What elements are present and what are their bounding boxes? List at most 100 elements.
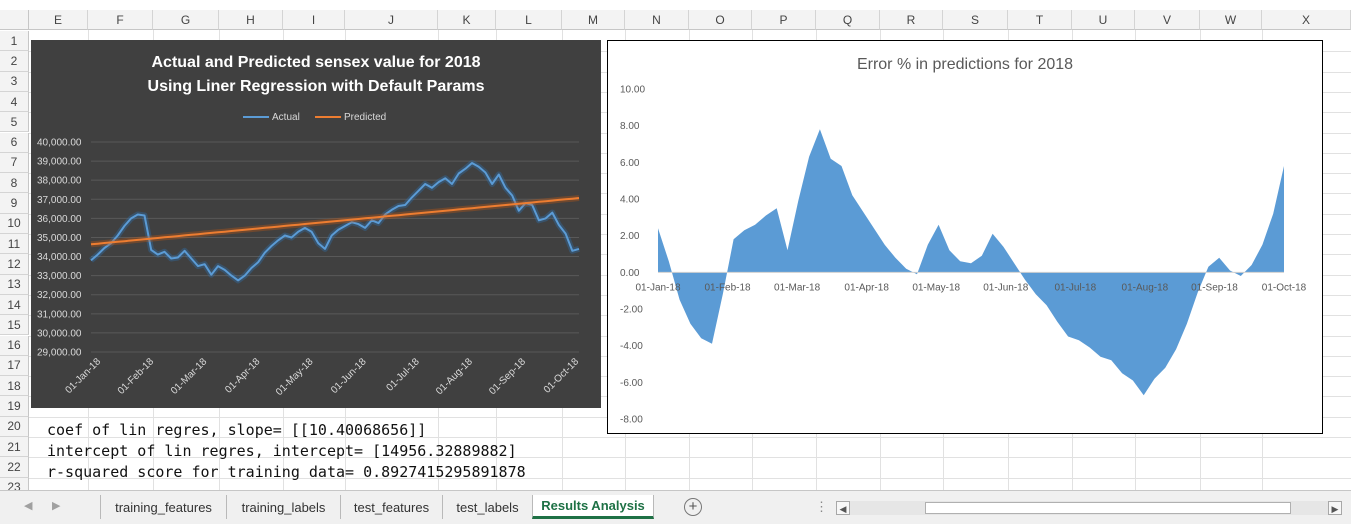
row-header-7[interactable]: 7 xyxy=(0,152,29,174)
row-header-12[interactable]: 12 xyxy=(0,254,29,275)
column-header-F[interactable]: F xyxy=(88,10,153,30)
splitter-dots-icon[interactable]: ⋮ xyxy=(815,499,828,514)
chart2-y-tick-label: 8.00 xyxy=(620,121,640,132)
column-header-W[interactable]: W xyxy=(1200,10,1262,30)
row-header-5[interactable]: 5 xyxy=(0,112,29,133)
legend-label-predicted: Predicted xyxy=(344,112,386,123)
column-header-X[interactable]: X xyxy=(1262,10,1351,30)
chart1-x-tick-label: 01-Feb-18 xyxy=(116,356,157,397)
column-header-U[interactable]: U xyxy=(1072,10,1135,30)
row-header-14[interactable]: 14 xyxy=(0,294,29,316)
column-header-O[interactable]: O xyxy=(689,10,752,30)
column-header-G[interactable]: G xyxy=(153,10,219,30)
scrollbar-thumb[interactable] xyxy=(925,502,1291,514)
chart2-y-tick-label: -4.00 xyxy=(620,341,643,352)
column-header-M[interactable]: M xyxy=(562,10,625,30)
next-sheet-icon[interactable]: ▶ xyxy=(52,500,61,512)
chart1-y-axis: 40,000.00 39,000.00 38,000.00 37,000.00 36,0… xyxy=(37,138,82,359)
add-sheet-icon[interactable]: + xyxy=(684,498,702,516)
actual-vs-predicted-svg: Actual and Predicted sensex value for 20… xyxy=(37,54,582,398)
row-header-2[interactable]: 2 xyxy=(0,51,29,72)
chart2-x-tick-label: 01-Mar-18 xyxy=(774,282,821,293)
row-gridline xyxy=(29,437,1351,438)
chart1-y-tick-label: 34,000.00 xyxy=(37,252,82,263)
column-header-L[interactable]: L xyxy=(496,10,562,30)
column-header-P[interactable]: P xyxy=(752,10,816,30)
chart2-y-axis: 10.00 8.00 6.00 4.00 2.00 0.00 -2.00 -4.00 -6.00… xyxy=(620,85,645,426)
column-header-R[interactable]: R xyxy=(880,10,943,30)
row-header-16[interactable]: 16 xyxy=(0,335,29,356)
row-header-6[interactable]: 6 xyxy=(0,132,29,153)
column-header-N[interactable]: N xyxy=(625,10,689,30)
chart1-x-tick-label: 01-Oct-18 xyxy=(542,356,582,396)
chart2-x-tick-label: 01-May-18 xyxy=(912,282,960,293)
row-header-20[interactable]: 20 xyxy=(0,416,29,437)
row-header-22[interactable]: 22 xyxy=(0,457,29,478)
row-header-3[interactable]: 3 xyxy=(0,71,29,92)
chart1-x-tick-label: 01-Aug-18 xyxy=(434,356,475,397)
prev-sheet-icon[interactable]: ◀ xyxy=(24,500,33,512)
chart2-y-tick-label: 10.00 xyxy=(620,85,645,96)
tab-training-labels[interactable]: training_labels xyxy=(226,495,340,519)
actual-vs-predicted-chart[interactable]: Actual and Predicted sensex value for 20… xyxy=(31,40,601,408)
chart1-y-tick-label: 37,000.00 xyxy=(37,195,82,206)
row-header-11[interactable]: 11 xyxy=(0,234,29,255)
select-all-corner[interactable] xyxy=(0,10,29,30)
row-header-21[interactable]: 21 xyxy=(0,437,29,458)
chart1-series xyxy=(89,160,580,284)
chart2-x-tick-label: 01-Feb-18 xyxy=(704,282,751,293)
row-header-1[interactable]: 1 xyxy=(0,31,29,52)
column-header-H[interactable]: H xyxy=(219,10,283,30)
scroll-right-icon[interactable]: ▶ xyxy=(1328,501,1342,515)
chart1-x-tick-label: 01-Jun-18 xyxy=(329,356,369,396)
chart2-x-axis: 01-Jan-18 01-Feb-18 01-Mar-18 01-Apr-18 01-M… xyxy=(635,282,1306,293)
chart1-x-tick-label: 01-Jan-18 xyxy=(64,356,104,396)
chart2-y-tick-label: 6.00 xyxy=(620,158,640,169)
cell-slope-text[interactable]: coef of lin regres, slope= [[10.40068656… xyxy=(47,421,427,439)
chart1-y-tick-label: 39,000.00 xyxy=(37,157,82,168)
row-header-10[interactable]: 10 xyxy=(0,213,29,234)
row-header-18[interactable]: 18 xyxy=(0,376,29,397)
row-gridline xyxy=(29,457,1351,459)
horizontal-scrollbar[interactable]: ◀ ▶ xyxy=(836,501,1342,517)
column-header-J[interactable]: J xyxy=(345,10,438,30)
error-percent-svg: Error % in predictions for 2018 10.00 8.0… xyxy=(620,56,1307,426)
column-header-S[interactable]: S xyxy=(943,10,1008,30)
chart2-x-tick-label: 01-Oct-18 xyxy=(1262,282,1307,293)
row-header-15[interactable]: 15 xyxy=(0,315,29,336)
chart1-y-tick-label: 31,000.00 xyxy=(37,309,82,320)
tab-results-analysis[interactable]: Results Analysis xyxy=(532,495,654,519)
tab-test-labels[interactable]: test_labels xyxy=(442,495,532,519)
chart2-y-tick-label: -8.00 xyxy=(620,415,643,426)
legend-label-actual: Actual xyxy=(272,112,300,123)
row-header-8[interactable]: 8 xyxy=(0,173,29,194)
chart2-title: Error % in predictions for 2018 xyxy=(857,56,1073,73)
column-header-K[interactable]: K xyxy=(438,10,496,30)
cell-intercept-text[interactable]: intercept of lin regres, intercept= [149… xyxy=(47,442,517,460)
row-header-4[interactable]: 4 xyxy=(0,91,29,113)
cell-rsquared-text[interactable]: r-squared score for training data= 0.892… xyxy=(47,463,526,481)
tab-test-features[interactable]: test_features xyxy=(340,495,442,519)
series-line-predicted xyxy=(90,197,580,246)
chart1-y-tick-label: 29,000.00 xyxy=(37,348,82,359)
row-gridline xyxy=(29,477,1351,479)
column-header-Q[interactable]: Q xyxy=(816,10,880,30)
column-header-I[interactable]: I xyxy=(283,10,345,30)
row-header-17[interactable]: 17 xyxy=(0,355,29,377)
chart2-x-tick-label: 01-Apr-18 xyxy=(844,282,889,293)
chart1-gridlines xyxy=(91,141,579,353)
chart1-x-tick-label: 01-Jul-18 xyxy=(385,356,423,394)
tab-training-features[interactable]: training_features xyxy=(100,495,226,519)
column-header-T[interactable]: T xyxy=(1008,10,1072,30)
error-percent-chart[interactable]: Error % in predictions for 2018 10.00 8.0… xyxy=(607,40,1323,434)
chart2-x-tick-label: 01-Aug-18 xyxy=(1122,282,1169,293)
row-header-9[interactable]: 9 xyxy=(0,193,29,214)
row-header-19[interactable]: 19 xyxy=(0,396,29,417)
scroll-left-icon[interactable]: ◀ xyxy=(836,501,850,515)
row-header-13[interactable]: 13 xyxy=(0,274,29,295)
chart2-area-series xyxy=(658,129,1284,396)
chart2-x-tick-label: 01-Sep-18 xyxy=(1191,282,1238,293)
column-header-E[interactable]: E xyxy=(29,10,88,30)
column-header-V[interactable]: V xyxy=(1135,10,1200,30)
